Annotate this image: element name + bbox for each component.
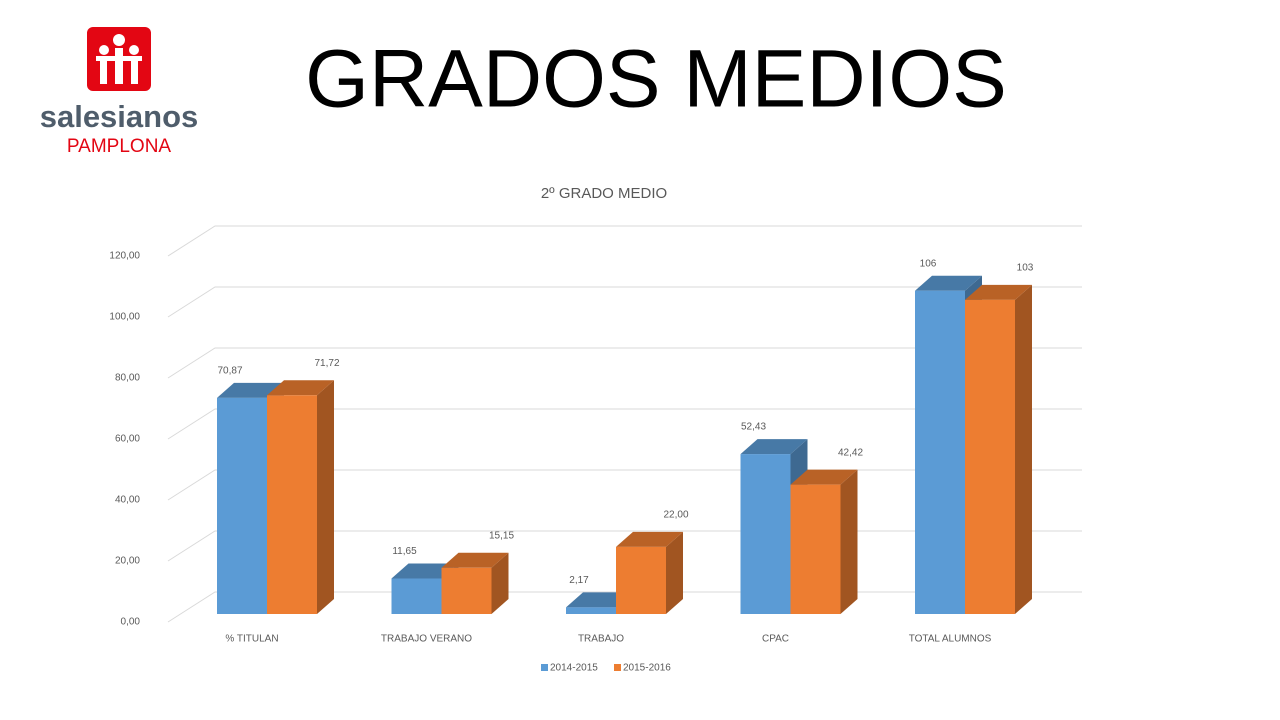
grid-line [167, 286, 1082, 318]
logo-place: PAMPLONA [67, 136, 172, 157]
legend-label: 2014-2015 [550, 663, 598, 674]
legend-swatch [614, 664, 621, 671]
y-tick-label: 120,00 [109, 251, 140, 262]
y-tick-label: 60,00 [115, 434, 140, 445]
chart-title: 2º GRADO MEDIO [541, 185, 667, 202]
x-tick-label: % TITULAN [225, 634, 278, 645]
grid-line [167, 225, 1082, 257]
y-tick-label: 100,00 [109, 312, 140, 323]
x-tick-label: CPAC [762, 634, 789, 645]
value-label: 52,43 [741, 422, 766, 433]
bar [391, 578, 442, 614]
bar-side [491, 552, 509, 614]
bar-top [740, 439, 808, 455]
bar-top [441, 552, 509, 568]
bar [267, 395, 317, 614]
bar-top [915, 275, 982, 291]
bar-top [616, 531, 683, 547]
logo-name: salesianos [40, 99, 199, 134]
legend-swatch [541, 664, 548, 671]
value-label: 106 [920, 258, 937, 269]
bar-top [217, 382, 284, 398]
slide-title: GRADOS MEDIOS [305, 34, 1007, 125]
value-label: 11,65 [392, 546, 417, 557]
logo-figures [96, 34, 142, 84]
value-label: 42,42 [838, 447, 863, 458]
bar [566, 607, 616, 614]
bar [965, 299, 1015, 614]
bar-side [317, 380, 334, 614]
bar [790, 484, 841, 614]
y-tick-label: 40,00 [115, 495, 140, 506]
value-label: 15,15 [489, 530, 514, 541]
value-label: 2,17 [569, 575, 589, 586]
bar-top [267, 380, 334, 396]
grid-line [167, 408, 1082, 440]
y-tick-label: 0,00 [121, 617, 141, 628]
value-label: 70,87 [217, 365, 242, 376]
bar-side [840, 469, 858, 614]
value-label: 71,72 [314, 358, 339, 369]
x-tick-label: TRABAJO [578, 634, 624, 645]
x-tick-label: TRABAJO VERANO [381, 634, 472, 645]
bar [217, 397, 267, 614]
bar-top [790, 469, 858, 485]
bar [441, 567, 492, 614]
legend-label: 2015-2016 [623, 663, 671, 674]
value-label: 103 [1017, 262, 1034, 273]
bar-side [666, 531, 683, 614]
bar [915, 290, 965, 614]
x-tick-label: TOTAL ALUMNOS [909, 634, 992, 645]
bar [740, 454, 791, 614]
y-tick-label: 80,00 [115, 373, 140, 384]
bar-side [1015, 284, 1032, 614]
y-tick-label: 20,00 [115, 556, 140, 567]
bar-top [965, 284, 1032, 300]
logo: salesianos PAMPLONA [40, 27, 199, 157]
value-label: 22,00 [663, 510, 688, 521]
bar [616, 546, 666, 614]
grid-line [167, 347, 1082, 379]
